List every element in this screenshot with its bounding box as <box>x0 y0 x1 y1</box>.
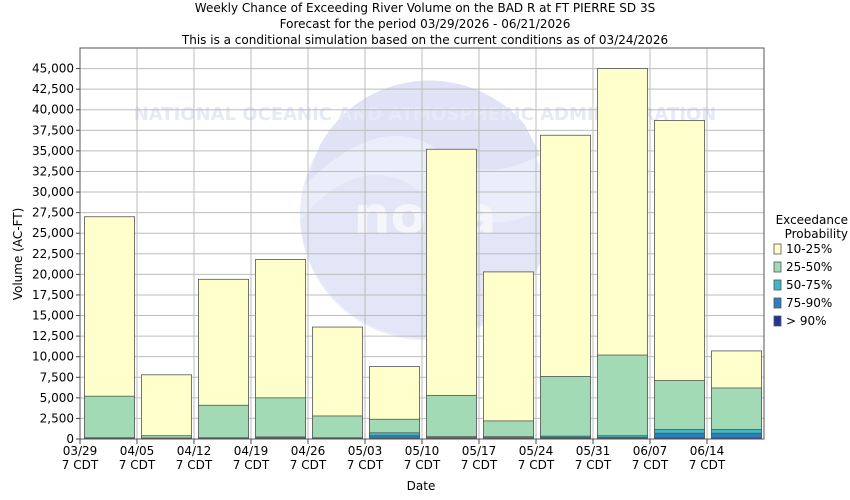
bar-25-50-03-29 <box>84 395 135 440</box>
y-tick-label: 15,000 <box>32 309 74 323</box>
bar-25-50-05-24 <box>540 376 591 440</box>
x-tick-date: 05/31 <box>576 444 611 458</box>
y-tick-label: 32,500 <box>32 164 74 178</box>
legend-label: 10-25% <box>786 242 832 256</box>
x-tick-date: 06/07 <box>633 444 668 458</box>
legend-swatch <box>773 297 782 309</box>
y-tick-label: 42,500 <box>32 82 74 96</box>
y-tick-label: 0 <box>66 432 74 446</box>
bar-25-50-04-19 <box>255 397 306 440</box>
x-tick-date: 04/05 <box>120 444 155 458</box>
y-tick-label: 27,500 <box>32 206 74 220</box>
legend-swatch <box>773 261 782 273</box>
title-line: Weekly Chance of Exceeding River Volume … <box>195 1 655 15</box>
x-tick-time: 7 CDT <box>575 458 612 472</box>
x-tick-time: 7 CDT <box>62 458 99 472</box>
title-line: This is a conditional simulation based o… <box>181 33 668 47</box>
y-tick-label: 35,000 <box>32 144 74 158</box>
x-tick-time: 7 CDT <box>347 458 384 472</box>
bar-10-25-05-17 <box>483 271 534 440</box>
title-line: Forecast for the period 03/29/2026 - 06/… <box>280 17 571 31</box>
x-tick-date: 04/26 <box>291 444 326 458</box>
x-tick-time: 7 CDT <box>518 458 555 472</box>
y-tick-label: 45,000 <box>32 62 74 76</box>
x-tick-time: 7 CDT <box>290 458 327 472</box>
y-tick-label: 7,500 <box>40 370 74 384</box>
bar-25-50-05-31 <box>597 354 648 440</box>
gridlines <box>80 48 764 439</box>
y-tick-label: 22,500 <box>32 247 74 261</box>
y-tick-label: 20,000 <box>32 267 74 281</box>
legend-label: 50-75% <box>786 278 832 292</box>
bar-25-50-05-10 <box>426 394 477 440</box>
x-tick-time: 7 CDT <box>119 458 156 472</box>
legend-swatch <box>773 243 782 255</box>
chart-title: Weekly Chance of Exceeding River Volume … <box>181 1 668 47</box>
legend-label: 75-90% <box>786 296 832 310</box>
x-tick-date: 03/29 <box>63 444 98 458</box>
bar-25-50-04-26 <box>312 415 363 440</box>
legend-title: Exceedance <box>776 213 848 227</box>
bar-10-25-04-05 <box>141 374 192 440</box>
bar-10-25-05-10 <box>426 148 477 440</box>
y-tick-label: 2,500 <box>40 411 74 425</box>
x-tick-date: 05/10 <box>405 444 440 458</box>
bar-25-50-05-17 <box>483 420 534 440</box>
x-tick-time: 7 CDT <box>689 458 726 472</box>
x-tick-time: 7 CDT <box>632 458 669 472</box>
y-tick-label: 30,000 <box>32 185 74 199</box>
y-tick-label: 10,000 <box>32 350 74 364</box>
y-tick-label: 40,000 <box>32 103 74 117</box>
y-tick-label: 37,500 <box>32 123 74 137</box>
bars <box>84 68 762 440</box>
x-tick-date: 05/03 <box>348 444 383 458</box>
legend-swatch <box>773 279 782 291</box>
y-axis-title: Volume (AC-FT) <box>11 208 25 301</box>
x-tick-date: 06/14 <box>690 444 725 458</box>
legend-swatch <box>773 315 782 327</box>
legend-label: 25-50% <box>786 260 832 274</box>
legend-title: Probability <box>785 227 848 241</box>
y-tick-label: 5,000 <box>40 391 74 405</box>
y-tick-label: 17,500 <box>32 288 74 302</box>
bar-25-50-04-12 <box>198 404 249 440</box>
x-tick-time: 7 CDT <box>233 458 270 472</box>
x-tick-date: 05/24 <box>519 444 554 458</box>
x-axis-title: Date <box>407 479 436 493</box>
x-tick-time: 7 CDT <box>461 458 498 472</box>
y-tick-label: 25,000 <box>32 226 74 240</box>
x-tick-time: 7 CDT <box>404 458 441 472</box>
legend-label: > 90% <box>786 314 827 328</box>
x-tick-date: 05/17 <box>462 444 497 458</box>
x-tick-date: 04/19 <box>234 444 269 458</box>
x-tick-date: 04/12 <box>177 444 212 458</box>
y-tick-label: 12,500 <box>32 329 74 343</box>
x-tick-time: 7 CDT <box>176 458 213 472</box>
y-axis: 0 2,500 5,000 7,500 10,000 12,500 15,000 17,500… <box>32 62 80 446</box>
